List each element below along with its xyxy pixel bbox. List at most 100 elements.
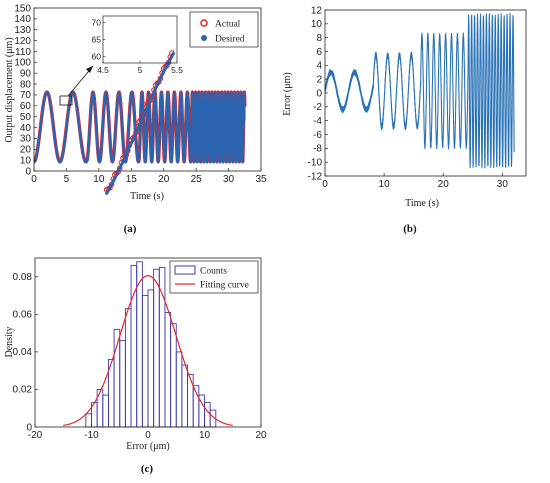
- panel-c-ticks: -20 -10 0 10 20 0 0.02 0.04 0.06 0.08: [13, 272, 267, 441]
- y-tick-label: 0: [316, 88, 322, 99]
- y-tick-label: 12: [311, 5, 323, 16]
- histogram-bar: [158, 266, 166, 428]
- y-tick-label: 6: [316, 47, 322, 58]
- legend-box: [189, 11, 259, 48]
- x-tick-label: 10: [93, 174, 105, 185]
- y-tick-label: 0: [26, 422, 32, 433]
- x-tick-label: -10: [84, 430, 99, 441]
- y-tick-label: 0.04: [13, 347, 33, 358]
- legend-actual-marker: [200, 19, 208, 27]
- x-tick-label: 0: [145, 430, 151, 441]
- panel-c-legend: Counts Fitting curve: [169, 260, 259, 294]
- panel-c-caption: (c): [141, 463, 154, 475]
- y-tick-label: 4: [316, 61, 322, 72]
- x-tick-label: 10: [199, 430, 211, 441]
- x-tick-label: 20: [158, 174, 170, 185]
- desired-series-line: [32, 91, 246, 164]
- legend-counts-swatch: [174, 265, 196, 275]
- error-series-line: [324, 12, 515, 169]
- y-tick-label: 30: [20, 134, 32, 145]
- histogram-bar: [153, 268, 160, 428]
- y-tick-label: 70: [20, 90, 32, 101]
- y-tick-label: 100: [14, 58, 31, 69]
- panel-b-ticks: 0 10 20 30 -12 -10 -8 -6 -4 -2 0 2 4 6 8 10 12: [308, 5, 509, 190]
- x-tick-label: 15: [126, 174, 138, 185]
- panel-a: 0 5 10 15 20 25 30 3501020304050607080901001101…: [4, 3, 267, 235]
- y-tick-label: 8: [316, 33, 322, 44]
- panel-b-plot-area: [324, 12, 515, 169]
- y-tick-label: 120: [14, 36, 31, 47]
- y-tick-label: 150: [14, 3, 31, 14]
- legend-actual-label: Actual: [215, 20, 241, 30]
- inset-x-tick-label: 5.5: [171, 65, 183, 75]
- x-tick-label: 25: [191, 174, 203, 185]
- y-tick-label: 50: [20, 112, 32, 123]
- zoom-arrow-head: [86, 66, 93, 73]
- y-tick-label: 90: [20, 69, 32, 80]
- y-tick-label: 0.06: [13, 310, 33, 321]
- inset-x-tick-label: 4.5: [97, 65, 109, 75]
- panel-a-axes-frame: [33, 7, 262, 172]
- y-tick-label: 0.08: [13, 272, 33, 283]
- histogram-bar: [147, 289, 155, 428]
- inset-y-tick-label: 60: [92, 51, 102, 61]
- x-tick-label: 20: [255, 430, 267, 441]
- y-tick-label: 2: [316, 74, 322, 85]
- histogram-bar: [175, 351, 183, 428]
- panel-c-ylabel: Density: [4, 326, 15, 357]
- histogram-bar: [85, 413, 92, 428]
- y-tick-label: -4: [313, 116, 322, 127]
- inset-ticks: 4.5 5 5.5 60 65 70: [92, 18, 184, 75]
- panel-b-xlabel: Time (s): [405, 198, 439, 209]
- x-tick-label: 30: [223, 174, 235, 185]
- x-tick-label: 20: [438, 179, 450, 190]
- x-tick-label: 0: [31, 174, 37, 185]
- y-tick-label: 10: [20, 155, 32, 166]
- inset-y-tick-label: 70: [92, 18, 102, 28]
- legend-desired-marker: [201, 35, 207, 41]
- inset-plot-area: [103, 50, 175, 195]
- panel-a-xlabel: Time (s): [130, 191, 164, 202]
- histogram-bar: [102, 394, 109, 428]
- y-tick-label: 130: [14, 25, 31, 36]
- y-tick-label: 20: [20, 145, 32, 156]
- y-tick-label: 10: [311, 19, 323, 30]
- panel-b-caption: (b): [403, 223, 417, 235]
- legend-fit-label: Fitting curve: [200, 281, 249, 291]
- panel-a-ticks: 0 5 10 15 20 25 30 3501020304050607080901001101…: [14, 3, 267, 185]
- histogram-bar: [164, 312, 172, 428]
- inset-desired-marker: [171, 52, 175, 56]
- legend-desired-label: Desired: [215, 35, 245, 45]
- y-tick-label: -8: [313, 144, 322, 155]
- y-tick-label: -2: [313, 102, 322, 113]
- histogram-bar: [204, 402, 211, 428]
- histogram-bar: [119, 340, 126, 428]
- legend-counts-label: Counts: [200, 267, 227, 277]
- x-tick-label: 0: [322, 179, 328, 190]
- fitting-curve-line: [63, 275, 233, 427]
- panel-a-caption: (a): [124, 223, 137, 235]
- inset-background: [103, 16, 177, 63]
- y-tick-label: -10: [308, 157, 323, 168]
- inset-x-tick-label: 5: [138, 65, 143, 75]
- histogram-bar: [141, 295, 149, 428]
- panel-a-plot-area: [32, 90, 247, 164]
- x-tick-label: 5: [64, 174, 70, 185]
- zoom-box: [59, 95, 73, 106]
- panel-c-xlabel: Error (μm): [126, 441, 169, 452]
- y-tick-label: 80: [20, 79, 32, 90]
- y-tick-label: -12: [308, 171, 323, 182]
- histogram-bar: [124, 308, 132, 428]
- panel-a-legend: Actual Desired: [189, 11, 259, 48]
- x-tick-label: 30: [497, 179, 509, 190]
- y-tick-label: 0: [25, 166, 31, 177]
- panel-a-ylabel: Output displacement (μm): [4, 37, 15, 142]
- y-tick-label: -6: [313, 130, 322, 141]
- histogram-bar: [170, 323, 177, 428]
- y-tick-label: 140: [14, 14, 31, 25]
- x-tick-label: 35: [255, 174, 267, 185]
- histogram-bar: [187, 373, 194, 428]
- y-tick-label: 0.02: [13, 385, 33, 396]
